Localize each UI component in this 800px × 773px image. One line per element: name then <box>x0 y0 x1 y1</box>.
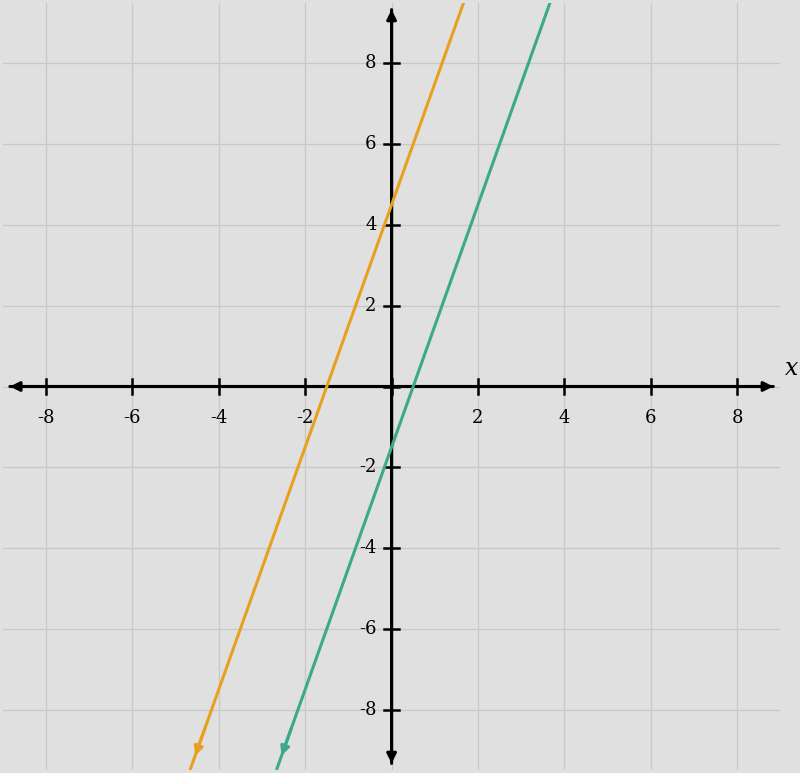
Text: 4: 4 <box>558 409 570 427</box>
Text: 8: 8 <box>731 409 743 427</box>
Text: 8: 8 <box>365 54 377 73</box>
Text: 2: 2 <box>472 409 484 427</box>
Text: 6: 6 <box>365 135 377 153</box>
Text: -4: -4 <box>210 409 227 427</box>
Text: -2: -2 <box>359 458 377 476</box>
Text: -6: -6 <box>359 620 377 638</box>
Text: x: x <box>785 357 798 380</box>
Text: -8: -8 <box>38 409 54 427</box>
Text: 2: 2 <box>365 297 377 315</box>
Text: 6: 6 <box>645 409 657 427</box>
Text: -2: -2 <box>297 409 314 427</box>
Text: -6: -6 <box>124 409 141 427</box>
Text: 4: 4 <box>365 216 377 234</box>
Text: -8: -8 <box>359 700 377 719</box>
Text: -4: -4 <box>359 539 377 557</box>
